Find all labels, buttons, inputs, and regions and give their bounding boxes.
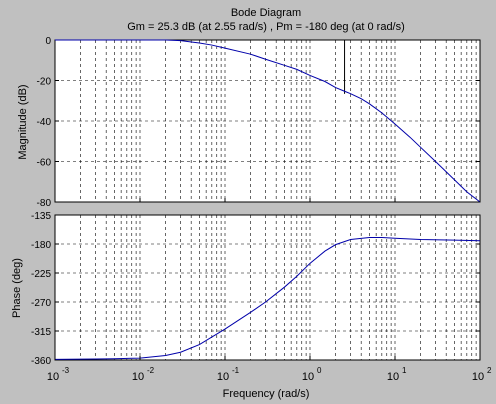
magnitude-y-tick-label: 0 xyxy=(45,36,51,47)
phase-series-line xyxy=(54,237,481,360)
x-axis-label: Frequency (rad/s) xyxy=(223,388,310,400)
x-tick-base: 10 xyxy=(302,371,314,383)
x-tick-label: 10-1 xyxy=(217,366,240,383)
magnitude-y-tick-label: -80 xyxy=(37,198,52,209)
magnitude-y-tick-label: -40 xyxy=(37,117,52,128)
phase-y-tick-label: -135 xyxy=(31,211,51,222)
magnitude-panel: 0 -20 -40 -60 -80 Magnitude (dB) xyxy=(17,36,481,209)
phase-y-tick-label: -360 xyxy=(31,356,51,367)
magnitude-y-tick-label: -20 xyxy=(37,77,52,88)
x-tick-exponent: -1 xyxy=(232,366,240,375)
x-tick-label: 100 xyxy=(302,366,322,383)
x-tick-exponent: -2 xyxy=(147,366,155,375)
magnitude-y-tick-label: -60 xyxy=(37,158,52,169)
chart-title: Bode Diagram xyxy=(231,7,301,19)
chart-subtitle: Gm = 25.3 dB (at 2.55 rad/s) , Pm = -180… xyxy=(127,21,405,33)
x-tick-label: 10-2 xyxy=(132,366,155,383)
x-tick-exponent: 0 xyxy=(317,366,322,375)
x-tick-exponent: 1 xyxy=(402,366,407,375)
x-tick-base: 10 xyxy=(472,371,484,383)
x-tick-label: 101 xyxy=(387,366,407,383)
x-tick-base: 10 xyxy=(217,371,229,383)
phase-y-tick-label: -180 xyxy=(31,240,51,251)
x-tick-exponent: -3 xyxy=(62,366,70,375)
phase-axes-background xyxy=(54,214,481,361)
x-tick-label: 102 xyxy=(472,366,492,383)
phase-y-axis-label: Phase (deg) xyxy=(11,258,23,318)
phase-y-ticks: -135 -180 -225 -270 -315 -360 xyxy=(31,211,480,367)
phase-y-tick-label: -270 xyxy=(31,298,51,309)
magnitude-grid xyxy=(55,40,480,202)
phase-y-tick-label: -225 xyxy=(31,269,51,280)
phase-panel: -135 -180 -225 -270 -315 -360 Phase (deg) xyxy=(11,211,481,367)
x-tick-base: 10 xyxy=(47,371,59,383)
x-tick-base: 10 xyxy=(132,371,144,383)
magnitude-y-ticks: 0 -20 -40 -60 -80 xyxy=(37,36,480,209)
phase-y-tick-label: -315 xyxy=(31,327,51,338)
x-tick-exponent: 2 xyxy=(487,366,492,375)
magnitude-y-axis-label: Magnitude (dB) xyxy=(17,84,29,159)
x-tick-label: 10-3 xyxy=(47,366,70,383)
magnitude-series-line xyxy=(55,39,481,203)
x-tick-base: 10 xyxy=(387,371,399,383)
